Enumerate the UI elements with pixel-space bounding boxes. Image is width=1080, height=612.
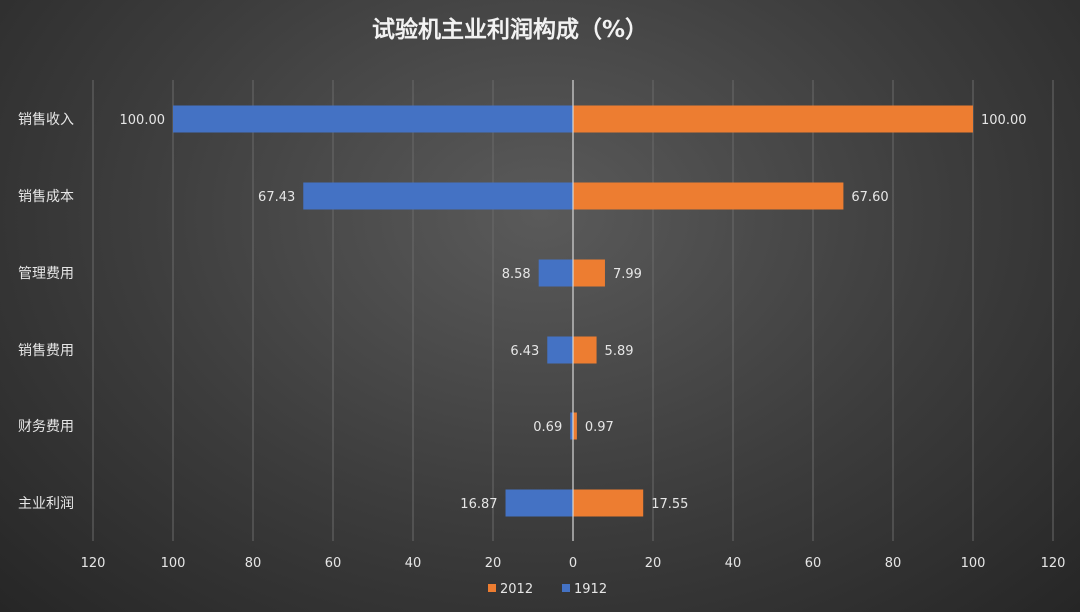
data-label-1912: 8.58 (502, 267, 531, 282)
grid-lines (92, 80, 1054, 541)
x-tick-label: 100 (961, 556, 986, 571)
bar-1912 (538, 259, 573, 287)
bar-2012 (573, 259, 605, 287)
bar-2012 (573, 105, 973, 133)
bar-2012 (573, 182, 844, 210)
legend-label-1912: 1912 (574, 582, 607, 597)
data-label-1912: 100.00 (120, 113, 166, 128)
legend-label-2012: 2012 (500, 582, 533, 597)
x-tick-label: 20 (645, 556, 662, 571)
x-tick-label: 80 (245, 556, 262, 571)
x-tick-label: 100 (161, 556, 186, 571)
data-label-2012: 5.89 (605, 344, 634, 359)
x-axis-ticks: 120 100 80 60 40 20 0 20 40 60 80 100 120 (81, 556, 1066, 571)
x-tick-label: 120 (1041, 556, 1066, 571)
category-label: 财务费用 (18, 419, 74, 435)
data-label-2012: 7.99 (613, 267, 642, 282)
bars (173, 105, 973, 517)
legend-swatch-2012 (488, 584, 496, 592)
legend: 2012 1912 (488, 582, 607, 597)
x-tick-label: 20 (485, 556, 502, 571)
chart-title: 试验机主业利润构成（%） (372, 16, 648, 43)
x-tick-label: 60 (805, 556, 822, 571)
data-label-2012: 17.55 (651, 497, 688, 512)
data-label-2012: 0.97 (585, 420, 614, 435)
x-tick-label: 0 (569, 556, 577, 571)
legend-swatch-1912 (562, 584, 570, 592)
data-label-1912: 16.87 (460, 497, 497, 512)
bar-2012 (573, 412, 577, 440)
category-label: 管理费用 (18, 266, 74, 282)
data-label-2012: 100.00 (981, 113, 1027, 128)
bar-1912 (570, 412, 573, 440)
data-label-1912: 6.43 (510, 344, 539, 359)
x-tick-label: 120 (81, 556, 106, 571)
data-label-1912: 67.43 (258, 190, 295, 205)
category-label: 销售收入 (18, 112, 74, 128)
x-tick-label: 40 (405, 556, 422, 571)
category-label: 销售费用 (18, 343, 74, 359)
bar-2012 (573, 336, 597, 364)
bar-1912 (303, 182, 573, 210)
bar-1912 (505, 489, 573, 517)
data-label-2012: 67.60 (851, 190, 888, 205)
data-labels: 100.00 67.60 7.99 5.89 0.97 17.55 100.00 67.43 8… (120, 113, 1027, 512)
x-tick-label: 80 (885, 556, 902, 571)
bar-1912 (547, 336, 573, 364)
category-label: 主业利润 (18, 496, 74, 512)
bar-2012 (573, 489, 644, 517)
bar-1912 (173, 105, 573, 133)
category-label: 销售成本 (18, 189, 74, 205)
x-tick-label: 60 (325, 556, 342, 571)
x-tick-label: 40 (725, 556, 742, 571)
data-label-1912: 0.69 (533, 420, 562, 435)
